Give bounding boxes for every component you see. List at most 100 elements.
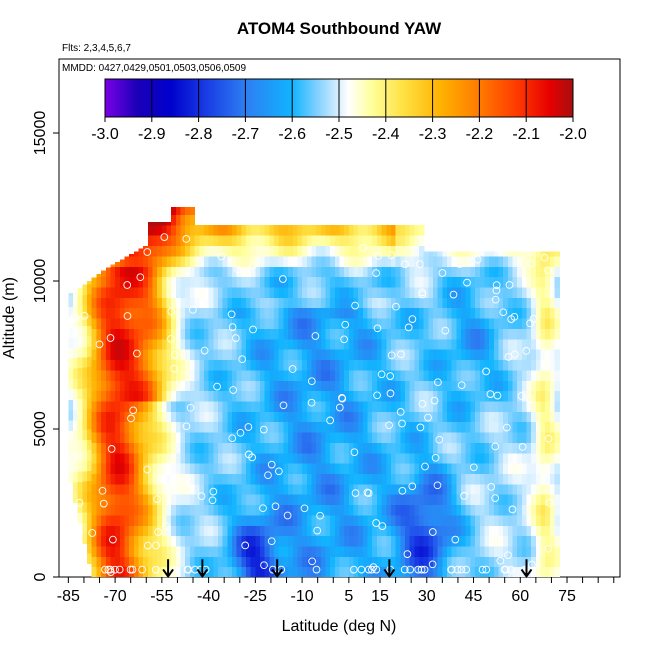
observation-point: [374, 252, 383, 260]
curtain-cell: [517, 251, 523, 257]
curtain-cell: [437, 338, 443, 350]
curtain-cell: [517, 525, 523, 537]
curtain-cell: [241, 235, 247, 247]
curtain-cell: [414, 494, 420, 506]
curtain-cell: [222, 514, 228, 526]
curtain-cell: [161, 452, 168, 464]
curtain-cell: [157, 566, 163, 577]
curtain-cell: [517, 400, 523, 412]
curtain-cell: [465, 483, 471, 495]
curtain-cell: [512, 494, 518, 506]
curtain-cell: [152, 566, 158, 577]
curtain-cell: [442, 411, 448, 423]
curtain-cell: [503, 338, 509, 350]
curtain-cell: [283, 566, 289, 577]
curtain-cell: [231, 245, 238, 257]
curtain-cell: [493, 545, 500, 557]
curtain-cell: [264, 504, 270, 516]
curtain-cell: [545, 504, 551, 516]
curtain-cell: [470, 390, 476, 402]
curtain-cell: [507, 442, 514, 454]
curtain-cell: [133, 328, 140, 340]
observation-point: [373, 391, 381, 400]
curtain-cell: [119, 328, 126, 340]
curtain-cell: [157, 221, 163, 226]
curtain-cell: [161, 463, 168, 474]
curtain-cell: [152, 286, 158, 298]
curtain-cell: [105, 556, 112, 568]
curtain-cell: [255, 494, 261, 506]
curtain-cell: [175, 338, 182, 350]
curtain-cell: [180, 473, 186, 485]
curtain-cell: [231, 473, 238, 485]
curtain-cell: [489, 380, 495, 392]
curtain-cell: [348, 494, 355, 506]
curtain-cell: [236, 245, 242, 257]
curtain-cell: [203, 224, 210, 236]
curtain-cell: [73, 367, 79, 379]
curtain-cell: [535, 276, 542, 288]
curtain-cell: [236, 235, 242, 247]
curtain-cell: [264, 235, 270, 247]
observation-point: [311, 332, 320, 340]
curtain-cell: [283, 452, 289, 464]
observation-point: [431, 453, 440, 462]
curtain-cell: [311, 359, 317, 371]
curtain-cell: [344, 421, 350, 433]
curtain-cell: [274, 400, 280, 412]
curtain-cell: [208, 359, 214, 371]
curtain-cell: [554, 255, 560, 267]
curtain-cell: [115, 297, 121, 309]
curtain-cell: [274, 514, 280, 526]
curtain-cell: [129, 359, 135, 371]
curtain-cell: [390, 349, 397, 361]
curtain-cell: [292, 421, 299, 433]
curtain-cell: [484, 545, 490, 557]
curtain-cell: [334, 535, 341, 547]
curtain-cell: [138, 248, 144, 257]
observation-point: [259, 425, 268, 434]
curtain-cell: [475, 483, 481, 495]
observation-point: [455, 260, 464, 268]
curtain-cell: [203, 452, 210, 464]
curtain-cell: [409, 318, 415, 329]
curtain-cell: [199, 224, 205, 236]
curtain-cell: [194, 483, 200, 495]
curtain-cell: [297, 494, 303, 506]
curtain-cell: [208, 390, 214, 402]
curtain-cell: [255, 431, 261, 443]
curtain-cell: [161, 494, 168, 506]
curtain-cell: [498, 463, 504, 474]
curtain-cell: [194, 556, 200, 568]
curtain-cell: [283, 235, 289, 247]
observation-point: [424, 413, 432, 422]
curtain-cell: [549, 286, 556, 298]
curtain-cell: [461, 504, 467, 516]
curtain-cell: [288, 369, 294, 381]
curtain-cell: [189, 514, 196, 526]
curtain-cell: [180, 514, 186, 526]
curtain-cell: [381, 307, 387, 319]
curtain-cell: [217, 514, 224, 526]
curtain-cell: [526, 421, 532, 433]
curtain-cell: [549, 483, 556, 495]
curtain-cell: [101, 270, 107, 278]
curtain-cell: [124, 256, 130, 267]
curtain-cell: [442, 452, 448, 464]
curtain-cell: [395, 235, 401, 247]
curtain-cell: [367, 421, 373, 433]
observation-point: [501, 565, 510, 574]
curtain-cell: [236, 494, 242, 506]
curtain-cell: [101, 483, 107, 495]
curtain-cell: [437, 369, 443, 381]
curtain-cell: [157, 369, 163, 381]
curtain-cell: [475, 545, 481, 557]
curtain-cell: [470, 473, 476, 485]
curtain-cell: [348, 452, 355, 464]
curtain-cell: [339, 494, 345, 506]
curtain-cell: [180, 318, 186, 329]
curtain-cell: [545, 514, 551, 526]
curtain-cell: [362, 400, 369, 412]
curtain-cell: [213, 266, 219, 278]
curtain-cell: [171, 328, 177, 340]
